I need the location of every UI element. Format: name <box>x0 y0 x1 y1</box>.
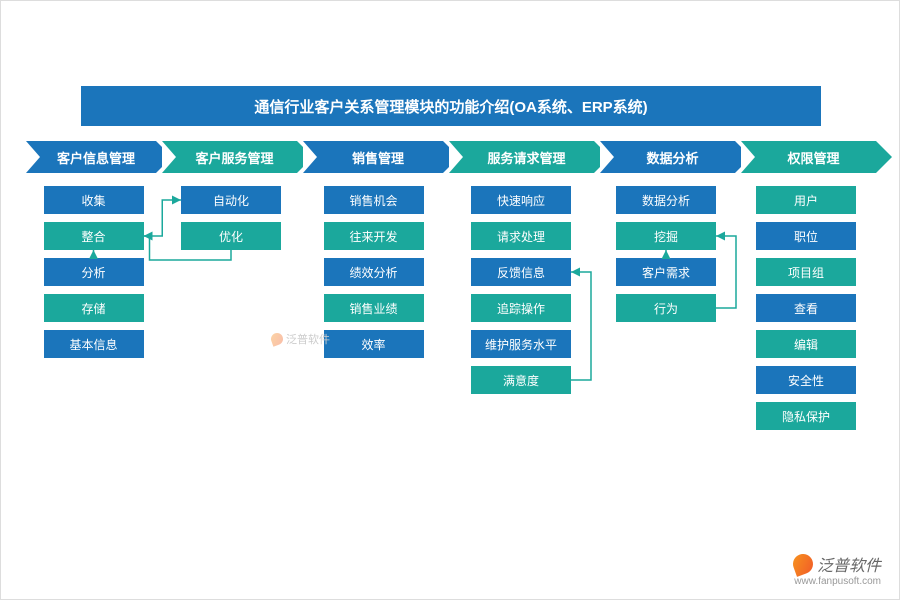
item-box: 快速响应 <box>471 186 571 214</box>
item-box: 自动化 <box>181 186 281 214</box>
item-box: 往来开发 <box>324 222 424 250</box>
swoosh-icon <box>269 331 284 346</box>
item-box: 查看 <box>756 294 856 322</box>
item-box: 用户 <box>756 186 856 214</box>
item-box: 销售机会 <box>324 186 424 214</box>
category-arrow: 客户服务管理 <box>162 141 297 173</box>
category-row: 客户信息管理客户服务管理销售管理服务请求管理数据分析权限管理 <box>26 141 882 173</box>
category-arrow: 数据分析 <box>600 141 735 173</box>
column: 快速响应请求处理反馈信息追踪操作维护服务水平满意度 <box>446 186 596 430</box>
logo-text: 泛普软件 <box>817 552 881 576</box>
item-box: 客户需求 <box>616 258 716 286</box>
category-arrow: 服务请求管理 <box>449 141 594 173</box>
column: 销售机会往来开发绩效分析销售业绩效率 <box>301 186 446 430</box>
item-box: 追踪操作 <box>471 294 571 322</box>
item-box: 基本信息 <box>44 330 144 358</box>
column: 数据分析挖掘客户需求行为 <box>596 186 736 430</box>
item-box: 请求处理 <box>471 222 571 250</box>
item-box: 安全性 <box>756 366 856 394</box>
logo-url: www.fanpusoft.com <box>793 576 881 587</box>
item-box: 整合 <box>44 222 144 250</box>
item-box: 绩效分析 <box>324 258 424 286</box>
item-box: 项目组 <box>756 258 856 286</box>
item-box: 满意度 <box>471 366 571 394</box>
swoosh-icon <box>790 551 816 577</box>
item-box: 反馈信息 <box>471 258 571 286</box>
column: 自动化优化 <box>161 186 301 430</box>
item-box: 销售业绩 <box>324 294 424 322</box>
columns-container: 收集整合分析存储基本信息自动化优化销售机会往来开发绩效分析销售业绩效率快速响应请… <box>26 186 876 430</box>
item-box: 分析 <box>44 258 144 286</box>
item-box: 编辑 <box>756 330 856 358</box>
category-arrow: 销售管理 <box>303 141 443 173</box>
item-box: 效率 <box>324 330 424 358</box>
item-box: 隐私保护 <box>756 402 856 430</box>
item-box: 存储 <box>44 294 144 322</box>
item-box: 收集 <box>44 186 144 214</box>
logo-bottom: 泛普软件 www.fanpusoft.com <box>793 552 881 587</box>
category-arrow: 权限管理 <box>741 141 876 173</box>
item-box: 优化 <box>181 222 281 250</box>
item-box: 挖掘 <box>616 222 716 250</box>
item-box: 数据分析 <box>616 186 716 214</box>
column: 收集整合分析存储基本信息 <box>26 186 161 430</box>
watermark-center: 泛普软件 <box>271 331 330 347</box>
item-box: 行为 <box>616 294 716 322</box>
item-box: 职位 <box>756 222 856 250</box>
column: 用户职位项目组查看编辑安全性隐私保护 <box>736 186 876 430</box>
diagram-title: 通信行业客户关系管理模块的功能介绍(OA系统、ERP系统) <box>81 86 821 126</box>
category-arrow: 客户信息管理 <box>26 141 156 173</box>
item-box: 维护服务水平 <box>471 330 571 358</box>
